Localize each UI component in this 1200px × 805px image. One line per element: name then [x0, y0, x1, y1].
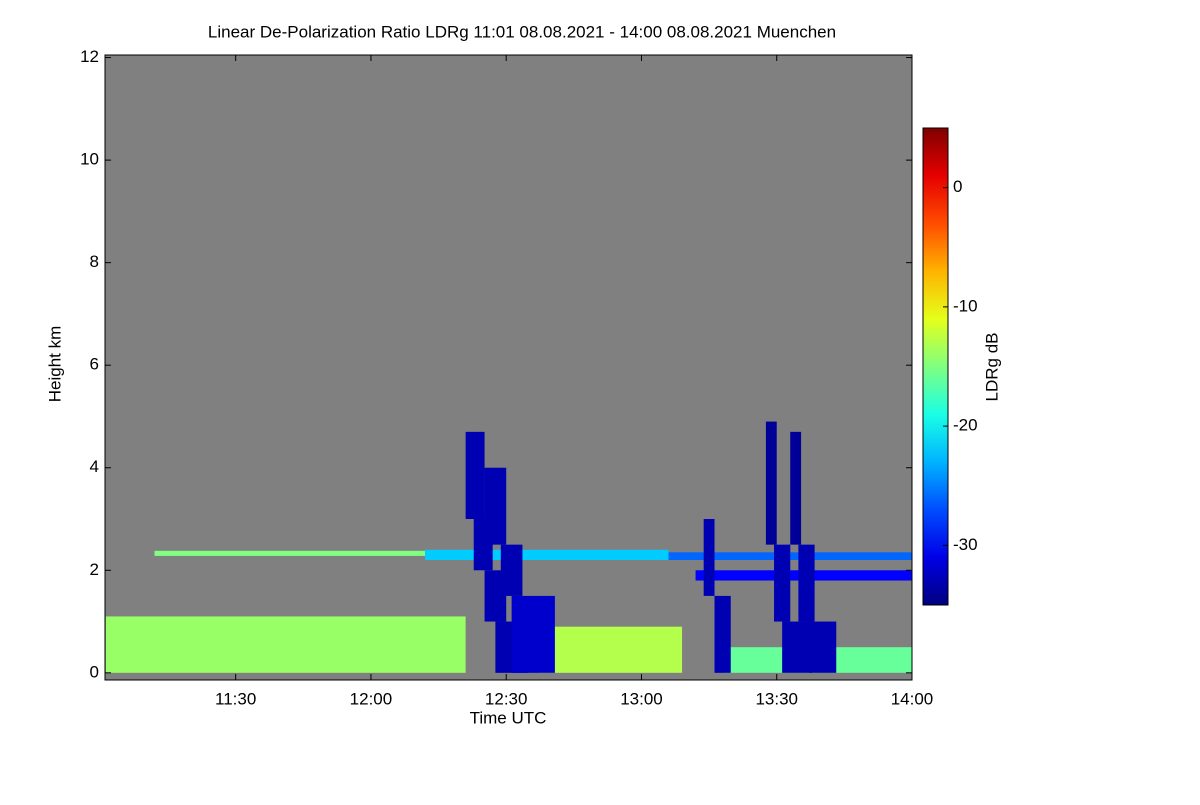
x-tick-label: 14:00 [891, 689, 934, 708]
colorbar-tick-label: -20 [953, 416, 978, 435]
colorbar-tick-label: 0 [953, 177, 962, 196]
heatmap-cell [500, 544, 523, 596]
heatmap-cell [511, 595, 555, 673]
heatmap-cell [154, 550, 426, 556]
heatmap-cell [538, 626, 683, 673]
x-tick-label: 13:30 [755, 689, 798, 708]
plot-frame [104, 54, 913, 681]
colorbar-label: LDRg dB [982, 333, 1001, 402]
x-tick-label: 12:00 [350, 689, 393, 708]
y-tick-label: 10 [80, 150, 99, 169]
heatmap-cell [105, 616, 466, 673]
y-axis-label: Height km [45, 326, 64, 403]
colorbar-tick-label: -30 [953, 535, 978, 554]
x-tick-label: 11:30 [215, 689, 256, 708]
y-tick-label: 8 [90, 252, 99, 271]
x-axis-label: Time UTC [470, 708, 547, 727]
y-tick-label: 6 [90, 355, 99, 374]
x-tick-label: 12:30 [485, 689, 528, 708]
y-tick-label: 2 [90, 560, 99, 579]
heatmap-cell [714, 595, 731, 673]
y-tick-label: 0 [90, 662, 99, 681]
heatmap-cell [484, 467, 507, 545]
colorbar-tick-label: -10 [953, 296, 978, 315]
y-tick-label: 12 [80, 47, 99, 66]
chart-title: Linear De-Polarization Ratio LDRg 11:01 … [208, 22, 836, 41]
heatmap-cell [765, 421, 777, 545]
heatmap-cell [809, 621, 837, 673]
y-tick-label: 4 [90, 457, 99, 476]
heatmap-cell [782, 621, 812, 673]
heatmap-cell [790, 431, 802, 545]
x-tick-label: 13:00 [620, 689, 663, 708]
heatmap-cell [425, 549, 669, 561]
heatmap-cell [798, 544, 815, 622]
heatmap-cell [703, 519, 715, 596]
heatmap-cell [465, 431, 485, 520]
colorbar [922, 127, 949, 606]
heatmap-cell [774, 544, 791, 622]
